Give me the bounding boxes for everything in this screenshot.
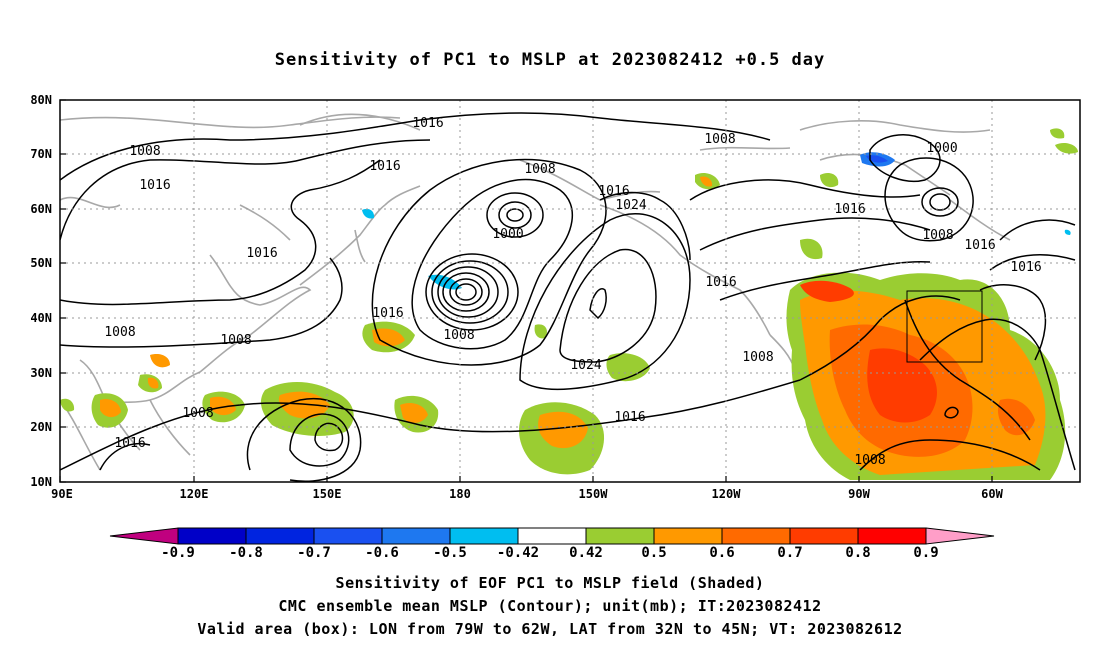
colorbar-label: 0.6 <box>709 545 734 561</box>
colorbar-swatch <box>789 527 859 545</box>
contour-label: 1016 <box>369 159 400 174</box>
contour-label: 1000 <box>492 227 523 242</box>
lat-label: 40N <box>30 311 52 325</box>
colorbar-label: 0.7 <box>777 545 802 561</box>
contour-label: 1008 <box>742 350 773 365</box>
contour-label: 1016 <box>372 306 403 321</box>
colorbar-swatch <box>925 527 995 545</box>
colorbar-label: -0.8 <box>229 545 263 561</box>
lat-label: 70N <box>30 147 52 161</box>
colorbar-label: -0.7 <box>297 545 331 561</box>
colorbar-label: -0.5 <box>433 545 467 561</box>
contour-label: 1016 <box>139 178 170 193</box>
lon-label: 180 <box>449 487 471 501</box>
colorbar-label: -0.6 <box>365 545 399 561</box>
contour-label: 1016 <box>412 116 443 131</box>
colorbar-label: -0.9 <box>161 545 195 561</box>
contour-label: 1016 <box>1010 260 1041 275</box>
map-frame <box>59 99 1081 483</box>
lat-label: 80N <box>30 93 52 107</box>
shading-positive <box>60 128 1078 480</box>
axis-ticks <box>59 99 993 483</box>
colorbar-label: 0.9 <box>913 545 938 561</box>
footer-line-1: Sensitivity of EOF PC1 to MSLP field (Sh… <box>335 574 765 592</box>
footer-line-3: Valid area (box): LON from 79W to 62W, L… <box>197 620 903 638</box>
colorbar-labels: -0.9 -0.8 -0.7 -0.6 -0.5 -0.42 0.42 0.5 … <box>161 545 939 561</box>
lon-label: 150W <box>579 487 609 501</box>
lon-label: 150E <box>313 487 342 501</box>
colorbar-swatch <box>517 527 587 545</box>
lon-label: 120E <box>180 487 209 501</box>
contour-label: 1008 <box>854 453 885 468</box>
contour-label: 1008 <box>182 406 213 421</box>
contour-label: 1008 <box>129 144 160 159</box>
colorbar-swatch <box>177 527 247 545</box>
contour-label: 1024 <box>570 358 601 373</box>
colorbar-swatch <box>109 527 179 545</box>
colorbar-swatch <box>313 527 383 545</box>
contour-label: 1008 <box>704 132 735 147</box>
lon-label: 60W <box>981 487 1003 501</box>
contour-label: 1008 <box>443 328 474 343</box>
graticule <box>60 100 1080 482</box>
colorbar-swatch <box>721 527 791 545</box>
contour-label: 1016 <box>834 202 865 217</box>
colorbar-label: -0.42 <box>497 545 539 561</box>
contour-label: 1008 <box>922 228 953 243</box>
lon-label: 90W <box>848 487 870 501</box>
colorbar-swatch <box>653 527 723 545</box>
contour-label: 1016 <box>964 238 995 253</box>
footer-line-2: CMC ensemble mean MSLP (Contour); unit(m… <box>278 597 822 615</box>
mslp-contours <box>60 112 1076 482</box>
contour-label: 1016 <box>598 184 629 199</box>
colorbar-label: 0.5 <box>641 545 666 561</box>
lat-label: 60N <box>30 202 52 216</box>
lon-label: 90E <box>51 487 73 501</box>
lon-label: 120W <box>712 487 742 501</box>
contour-label: 1024 <box>615 198 646 213</box>
contour-label: 1016 <box>705 275 736 290</box>
colorbar <box>109 527 995 545</box>
lat-label: 50N <box>30 256 52 270</box>
contour-label: 1016 <box>246 246 277 261</box>
colorbar-label: 0.8 <box>845 545 870 561</box>
contour-labels: 1016 1008 1016 1008 1000 1016 1008 1016 … <box>104 116 1041 468</box>
contour-label: 1008 <box>524 162 555 177</box>
contour-label: 1000 <box>926 141 957 156</box>
colorbar-swatch <box>381 527 451 545</box>
colorbar-swatch <box>245 527 315 545</box>
contour-label: 1016 <box>114 436 145 451</box>
colorbar-label: 0.42 <box>569 545 603 561</box>
contour-label: 1008 <box>104 325 135 340</box>
contour-label: 1016 <box>614 410 645 425</box>
lat-label: 30N <box>30 366 52 380</box>
valid-area-box <box>906 290 983 363</box>
lat-label: 10N <box>30 475 52 489</box>
colorbar-swatch <box>857 527 927 545</box>
colorbar-swatch <box>449 527 519 545</box>
lat-label: 20N <box>30 420 52 434</box>
colorbar-swatch <box>585 527 655 545</box>
contour-label: 1008 <box>220 333 251 348</box>
map-title: Sensitivity of PC1 to MSLP at 2023082412… <box>274 50 826 70</box>
